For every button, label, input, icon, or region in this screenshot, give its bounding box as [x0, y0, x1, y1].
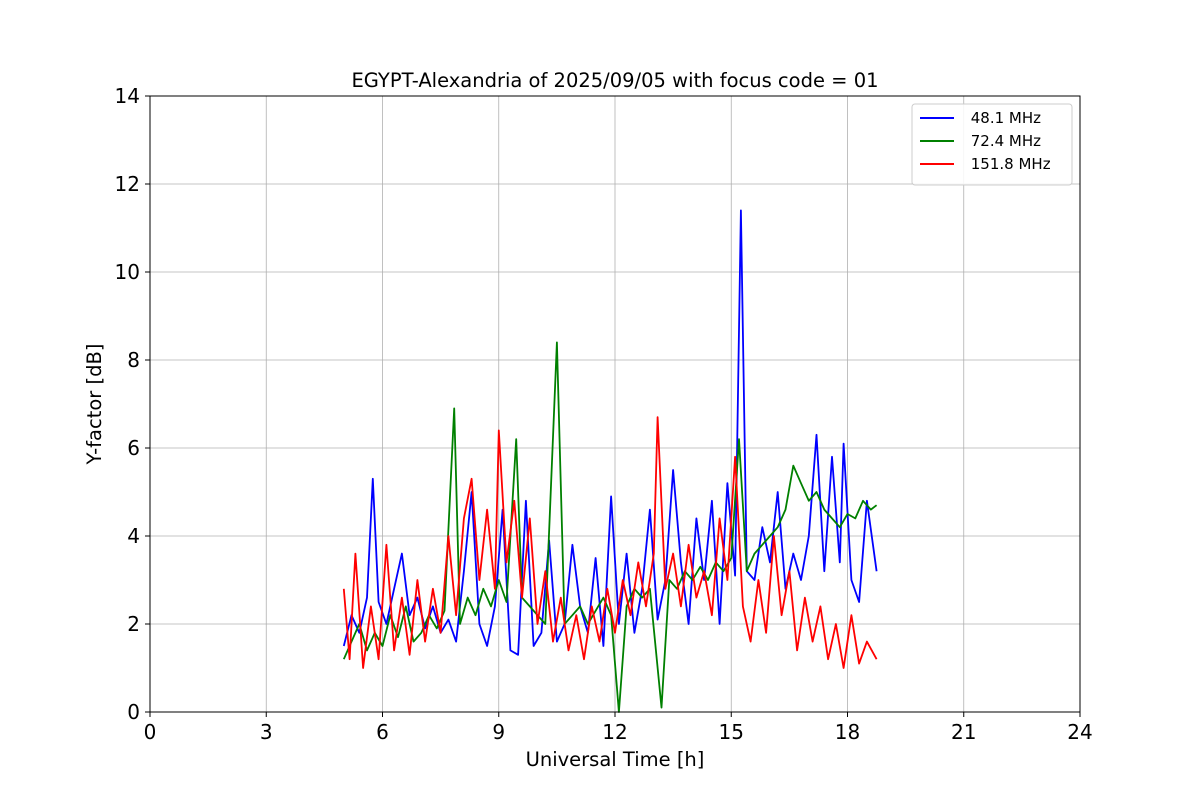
- x-tick-label: 0: [144, 720, 157, 744]
- x-tick-label: 18: [835, 720, 860, 744]
- legend: 48.1 MHz 72.4 MHz 151.8 MHz: [911, 103, 1073, 186]
- legend-label: 72.4 MHz: [966, 132, 1041, 150]
- x-tick-label: 6: [376, 720, 389, 744]
- y-tick-label: 6: [127, 436, 140, 460]
- y-tick-label: 2: [127, 612, 140, 636]
- x-tick-label: 24: [1067, 720, 1092, 744]
- y-tick-label: 12: [115, 172, 140, 196]
- x-tick-label: 21: [951, 720, 976, 744]
- x-axis-label: Universal Time [h]: [526, 748, 705, 771]
- y-tick-label: 8: [127, 348, 140, 372]
- y-tick-label: 10: [115, 260, 140, 284]
- legend-label: 151.8 MHz: [966, 155, 1051, 173]
- x-tick-label: 15: [719, 720, 744, 744]
- y-axis-label: Y-factor [dB]: [83, 344, 106, 466]
- y-tick-label: 14: [115, 84, 140, 108]
- chart-title: EGYPT-Alexandria of 2025/09/05 with focu…: [351, 69, 878, 92]
- y-tick-label: 0: [127, 700, 140, 724]
- x-tick-label: 9: [492, 720, 505, 744]
- legend-label: 48.1 MHz: [966, 109, 1041, 127]
- x-tick-label: 3: [260, 720, 273, 744]
- y-tick-label: 4: [127, 524, 140, 548]
- x-tick-label: 12: [602, 720, 627, 744]
- series-line-3: [342, 416, 878, 669]
